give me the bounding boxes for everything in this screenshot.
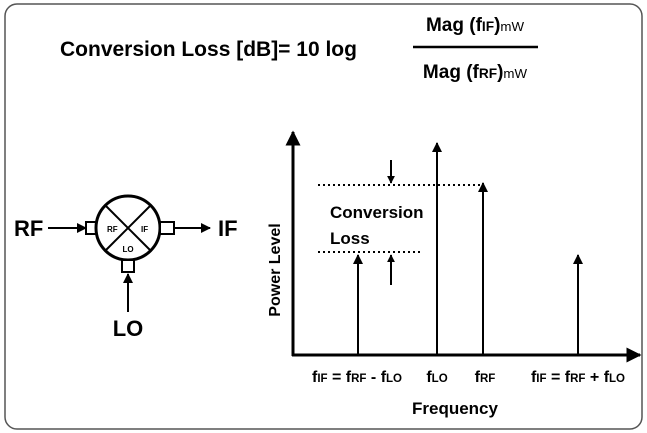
- mixer-output: IF: [218, 216, 238, 241]
- text-part: ): [494, 15, 500, 36]
- text-part: = f: [547, 369, 571, 386]
- text-part: - f: [366, 369, 386, 386]
- subscript: IF: [317, 373, 327, 385]
- text-part: f: [531, 369, 537, 386]
- subscript: LO: [609, 373, 625, 385]
- lo-port: [121, 259, 135, 273]
- text-part: Mag (f: [423, 62, 480, 83]
- text-part: f: [475, 369, 481, 386]
- text-part: + f: [585, 369, 609, 386]
- x-tick-label: fIF = fRF - fLO: [312, 369, 402, 386]
- formula-numerator: Mag (fIF)mW: [426, 15, 524, 36]
- text-part: = f: [328, 369, 352, 386]
- subscript: RF: [351, 373, 366, 385]
- frame: [4, 3, 643, 430]
- port-label: LO: [122, 245, 133, 254]
- text-part: mW: [503, 66, 527, 81]
- x-tick-label: fLO: [426, 369, 447, 386]
- if-port: [159, 221, 175, 235]
- mixer-input: RF: [14, 216, 43, 241]
- text-part: mW: [500, 19, 524, 34]
- text-part: f: [426, 369, 432, 386]
- annotation: Loss: [330, 229, 370, 248]
- mixer-local: LO: [113, 316, 144, 341]
- port-label: IF: [141, 225, 148, 234]
- annotation: Conversion: [330, 203, 424, 222]
- subscript: IF: [536, 373, 546, 385]
- text-part: f: [312, 369, 318, 386]
- port-label: RF: [107, 225, 118, 234]
- mixer-cross: [104, 204, 152, 252]
- x-tick-label: fRF: [475, 369, 496, 386]
- x-label: Frequency: [412, 399, 499, 418]
- subscript: IF: [482, 19, 494, 34]
- subscript: LO: [432, 373, 448, 385]
- formula-denominator: Mag (fRF)mW: [423, 62, 528, 83]
- subscript: RF: [570, 373, 585, 385]
- text-part: Mag (f: [426, 15, 483, 36]
- subscript: RF: [480, 373, 495, 385]
- formula-lhs: Conversion Loss [dB]= 10 log: [60, 38, 357, 61]
- subscript: RF: [479, 66, 497, 81]
- y-label: Power Level: [267, 223, 284, 316]
- subscript: LO: [386, 373, 402, 385]
- x-tick-label: fIF = fRF + fLO: [531, 369, 625, 386]
- text-part: ): [497, 62, 503, 83]
